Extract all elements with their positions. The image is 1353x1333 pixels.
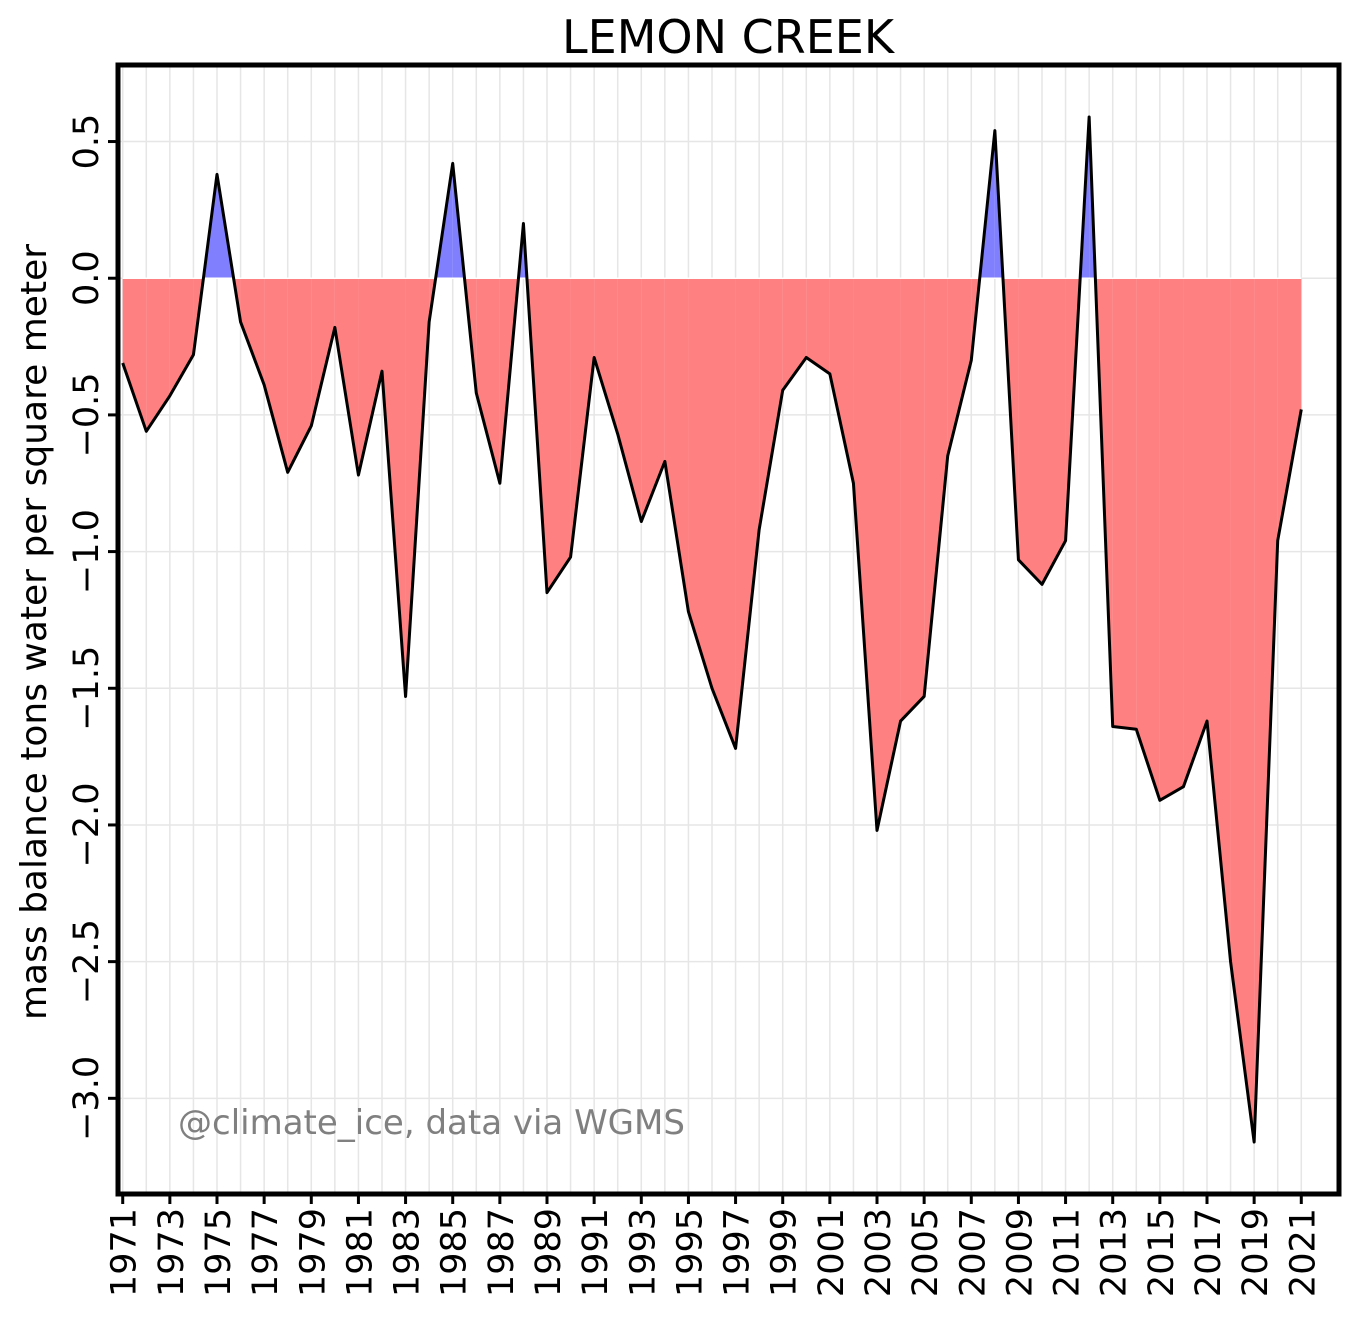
x-tick-label: 1973 xyxy=(152,1208,192,1297)
negative-fill-area xyxy=(146,278,170,432)
x-tick-label: 1995 xyxy=(670,1208,710,1297)
x-tick-label: 2017 xyxy=(1189,1208,1229,1297)
x-tick-label: 2005 xyxy=(906,1208,946,1297)
x-tick-label: 2007 xyxy=(953,1208,993,1297)
plot-frame xyxy=(115,62,1342,1197)
negative-fill-area xyxy=(900,278,925,722)
negative-fill-area xyxy=(1112,278,1137,730)
y-tick-label: 0.0 xyxy=(67,250,107,306)
x-tick-label: 1993 xyxy=(623,1208,663,1297)
credit-annotation: @climate_ice, data via WGMS xyxy=(178,1103,685,1143)
x-tick-label: 2021 xyxy=(1283,1208,1323,1297)
x-tick-label: 1979 xyxy=(293,1208,333,1297)
negative-fill-area xyxy=(264,278,288,473)
chart-title: LEMON CREEK xyxy=(562,10,896,64)
x-tick-label: 2015 xyxy=(1142,1208,1182,1297)
negative-fill-area xyxy=(1277,278,1302,541)
negative-fill-area xyxy=(476,278,500,484)
x-tick-label: 1985 xyxy=(435,1208,475,1297)
x-tick-label: 2019 xyxy=(1236,1208,1276,1297)
negative-fill-area xyxy=(877,278,901,831)
x-tick-label: 1989 xyxy=(529,1208,569,1297)
y-tick-label: −2.0 xyxy=(67,782,107,867)
x-tick-label: 1971 xyxy=(105,1208,145,1297)
negative-fill-area xyxy=(570,278,595,558)
y-tick-label: 0.5 xyxy=(67,114,107,170)
negative-fill-area xyxy=(311,278,335,426)
negative-fill-area xyxy=(947,278,972,456)
negative-fill-area xyxy=(641,278,665,522)
x-tick-label: 2013 xyxy=(1095,1208,1135,1297)
x-tick-label: 2001 xyxy=(812,1208,852,1297)
x-tick-label: 2003 xyxy=(859,1208,899,1297)
negative-fill-area xyxy=(1159,278,1184,801)
x-tick-label: 1987 xyxy=(482,1208,522,1297)
negative-fill-area xyxy=(358,278,382,476)
x-tick-label: 1975 xyxy=(199,1208,239,1297)
y-tick-label: −1.0 xyxy=(67,509,107,594)
x-tick-label: 1981 xyxy=(340,1208,380,1297)
x-tick-label: 1977 xyxy=(246,1208,286,1297)
negative-fill-area xyxy=(122,278,147,432)
negative-fill-area xyxy=(1183,278,1207,787)
negative-fill-area xyxy=(735,278,760,749)
negative-fill-area xyxy=(287,278,312,473)
negative-fill-area xyxy=(1042,278,1066,585)
negative-fill-area xyxy=(853,278,877,831)
negative-fill-area xyxy=(664,278,689,612)
x-tick-label: 2011 xyxy=(1048,1208,1088,1297)
negative-fill-area xyxy=(334,278,359,476)
negative-fill-area xyxy=(806,278,830,374)
x-tick-label: 1999 xyxy=(765,1208,805,1297)
x-tick-label: 1997 xyxy=(718,1208,758,1297)
negative-fill-area xyxy=(829,278,854,484)
x-tick-label: 2009 xyxy=(1000,1208,1040,1297)
negative-fill-area xyxy=(712,278,736,749)
negative-fill-area xyxy=(594,278,618,435)
negative-fill-area xyxy=(382,278,406,697)
negative-fill-area xyxy=(240,278,265,385)
negative-fill-area xyxy=(688,278,712,689)
negative-fill-area xyxy=(1254,278,1278,1143)
negative-fill-area xyxy=(1136,278,1160,801)
negative-fill-area xyxy=(759,278,783,530)
negative-fill-area xyxy=(782,278,807,391)
y-tick-label: −0.5 xyxy=(67,372,107,457)
negative-fill-area xyxy=(1207,278,1231,962)
x-tick-label: 1991 xyxy=(576,1208,616,1297)
y-tick-label: −1.5 xyxy=(67,646,107,731)
negative-fill-area xyxy=(617,278,642,522)
negative-fill-area xyxy=(924,278,948,697)
negative-fill-area xyxy=(1018,278,1042,585)
y-axis-label: mass balance tons water per square meter xyxy=(14,244,55,1020)
y-tick-label: −3.0 xyxy=(67,1056,107,1141)
negative-fill-area xyxy=(547,278,571,593)
negative-fill-area xyxy=(169,278,194,396)
negative-fill-area xyxy=(1230,278,1255,1143)
y-tick-label: −2.5 xyxy=(67,919,107,1004)
x-tick-label: 1983 xyxy=(388,1208,428,1297)
